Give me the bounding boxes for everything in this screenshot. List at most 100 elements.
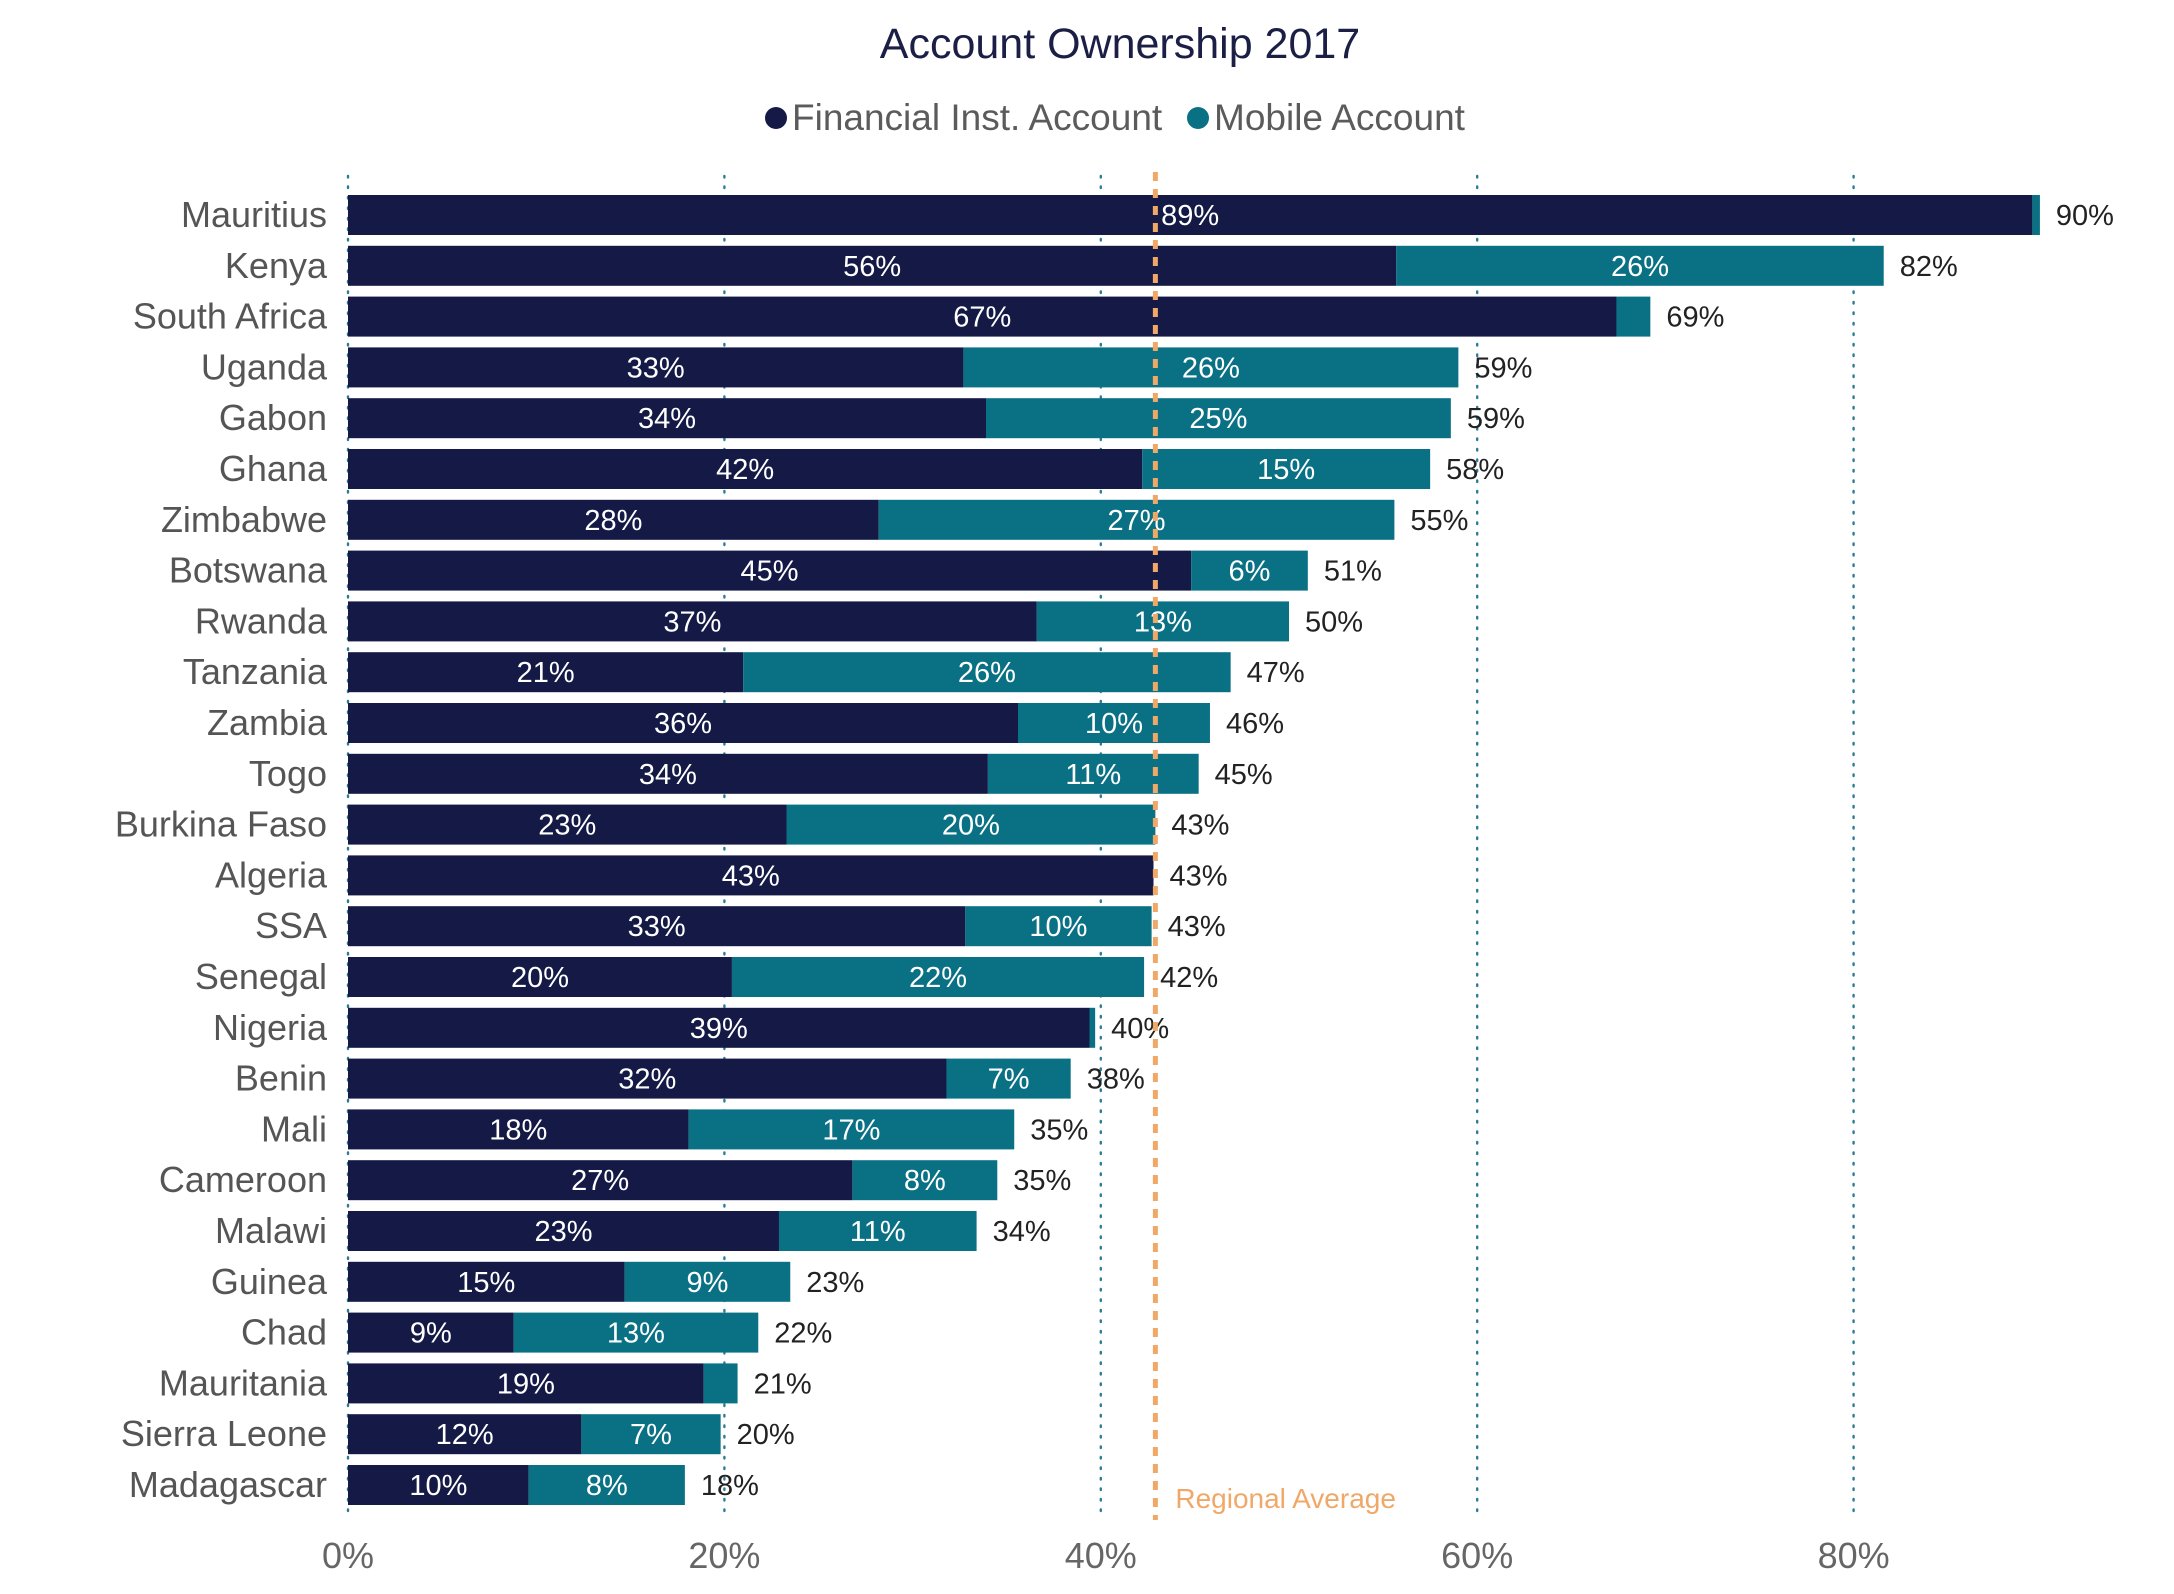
bar-financial bbox=[348, 906, 966, 947]
bar-mobile bbox=[528, 1465, 685, 1505]
total-value-label: 40% bbox=[1111, 1013, 1169, 1045]
bar-mobile bbox=[1191, 550, 1308, 591]
total-value-label: 82% bbox=[1900, 251, 1958, 283]
bar-value-label: 37% bbox=[663, 606, 721, 638]
category-label: Chad bbox=[241, 1312, 327, 1353]
total-value-label: 18% bbox=[701, 1470, 759, 1502]
bar-financial bbox=[348, 1312, 514, 1353]
bar-value-label: 15% bbox=[457, 1267, 515, 1299]
bar-mobile bbox=[2032, 195, 2040, 235]
bar-financial bbox=[348, 245, 1397, 286]
category-label: Togo bbox=[249, 753, 327, 794]
bar-mobile bbox=[963, 347, 1459, 388]
category-labels: Mauritius Kenya South Africa Uganda Gabon Gha… bbox=[115, 194, 328, 1505]
legend: Financial Inst. Account Mobile Account bbox=[765, 97, 1466, 138]
bar-financial bbox=[348, 1261, 625, 1302]
bar-value-label: 27% bbox=[571, 1165, 629, 1197]
bar-value-label: 43% bbox=[722, 860, 780, 892]
bar-financial bbox=[348, 1007, 1090, 1048]
total-value-label: 43% bbox=[1168, 911, 1226, 943]
bar-value-label: 8% bbox=[904, 1165, 946, 1197]
category-label: Benin bbox=[235, 1058, 327, 1099]
bar-mobile bbox=[1017, 703, 1210, 743]
bar-value-label: 19% bbox=[497, 1368, 555, 1400]
x-tick-label: 20% bbox=[688, 1535, 760, 1576]
total-value-label: 38% bbox=[1087, 1064, 1145, 1096]
category-label: Cameroon bbox=[159, 1159, 327, 1200]
category-label: SSA bbox=[255, 905, 327, 946]
category-label: Nigeria bbox=[213, 1007, 328, 1048]
bar-financial bbox=[348, 550, 1192, 591]
bar-mobile bbox=[987, 753, 1199, 794]
total-value-label: 20% bbox=[737, 1419, 795, 1451]
bar-value-label: 20% bbox=[942, 810, 1000, 842]
category-label: Uganda bbox=[201, 346, 328, 387]
bar-value-label: 26% bbox=[1182, 352, 1240, 384]
bar-value-label: 25% bbox=[1189, 403, 1247, 435]
bar-mobile bbox=[743, 652, 1231, 693]
bar-value-label: 32% bbox=[618, 1064, 676, 1096]
bar-mobile bbox=[946, 1058, 1071, 1099]
x-tick-label: 40% bbox=[1065, 1535, 1137, 1576]
bar-value-label: 11% bbox=[850, 1216, 906, 1248]
bar-financial bbox=[348, 652, 744, 693]
category-label: Zambia bbox=[207, 702, 328, 743]
category-label: South Africa bbox=[133, 296, 328, 337]
category-label: Kenya bbox=[225, 245, 328, 286]
category-label: Guinea bbox=[211, 1261, 328, 1302]
total-value-label: 45% bbox=[1215, 759, 1273, 791]
bar-financial bbox=[348, 398, 986, 439]
total-value-label: 47% bbox=[1247, 657, 1305, 689]
bar-financial bbox=[348, 753, 988, 794]
category-label: Mali bbox=[261, 1108, 327, 1149]
chart-title: Account Ownership 2017 bbox=[880, 20, 1360, 68]
bar-mobile bbox=[1142, 449, 1431, 489]
legend-label-mobile: Mobile Account bbox=[1214, 97, 1466, 138]
reference-line-label: Regional Average bbox=[1175, 1483, 1396, 1514]
total-value-label: 50% bbox=[1305, 606, 1363, 638]
bar-financial bbox=[348, 601, 1037, 642]
category-label: Rwanda bbox=[195, 600, 328, 641]
bar-financial bbox=[348, 957, 732, 997]
bar-value-label: 7% bbox=[988, 1064, 1030, 1096]
bar-value-label: 26% bbox=[1611, 251, 1669, 283]
bar-value-label: 28% bbox=[584, 505, 642, 537]
category-label: Botswana bbox=[169, 550, 328, 591]
total-value-label: 46% bbox=[1226, 708, 1284, 740]
bar-value-label: 10% bbox=[409, 1470, 467, 1502]
bar-financial bbox=[348, 804, 787, 845]
total-value-label: 21% bbox=[754, 1368, 812, 1400]
bar-mobile bbox=[985, 398, 1451, 439]
bar-value-label: 11% bbox=[1065, 759, 1121, 791]
total-value-label: 22% bbox=[774, 1318, 832, 1350]
total-value-label: 59% bbox=[1474, 352, 1532, 384]
bar-mobile bbox=[1089, 1007, 1096, 1048]
bar-mobile bbox=[1036, 601, 1289, 642]
bar-value-label: 39% bbox=[690, 1013, 748, 1045]
bar-financial bbox=[348, 1414, 582, 1455]
bar-financial bbox=[348, 1109, 689, 1150]
bar-mobile bbox=[778, 1211, 977, 1251]
bar-financial bbox=[348, 1465, 529, 1505]
bar-mobile bbox=[581, 1414, 721, 1455]
category-label: Senegal bbox=[195, 956, 327, 997]
bar-value-label: 8% bbox=[586, 1470, 628, 1502]
bar-value-label: 23% bbox=[538, 810, 596, 842]
category-label: Gabon bbox=[219, 397, 327, 438]
total-value-label: 43% bbox=[1169, 860, 1227, 892]
bar-value-label: 15% bbox=[1257, 454, 1315, 486]
bar-value-label: 6% bbox=[1229, 556, 1271, 588]
reference-line-group: Regional Average bbox=[1152, 172, 1396, 1520]
bar-value-label: 34% bbox=[638, 403, 696, 435]
x-axis-ticks: 0% 20% 40% 60% 80% bbox=[322, 1535, 1890, 1576]
bar-value-label: 18% bbox=[489, 1114, 547, 1146]
bar-mobile bbox=[688, 1109, 1015, 1150]
total-value-label: 69% bbox=[1666, 302, 1724, 334]
total-value-label: 90% bbox=[2056, 200, 2114, 232]
bar-mobile bbox=[965, 906, 1152, 947]
bar-financial bbox=[348, 855, 1154, 896]
total-value-label: 58% bbox=[1446, 454, 1504, 486]
bar-mobile bbox=[624, 1261, 791, 1302]
bar-value-label: 45% bbox=[741, 556, 799, 588]
